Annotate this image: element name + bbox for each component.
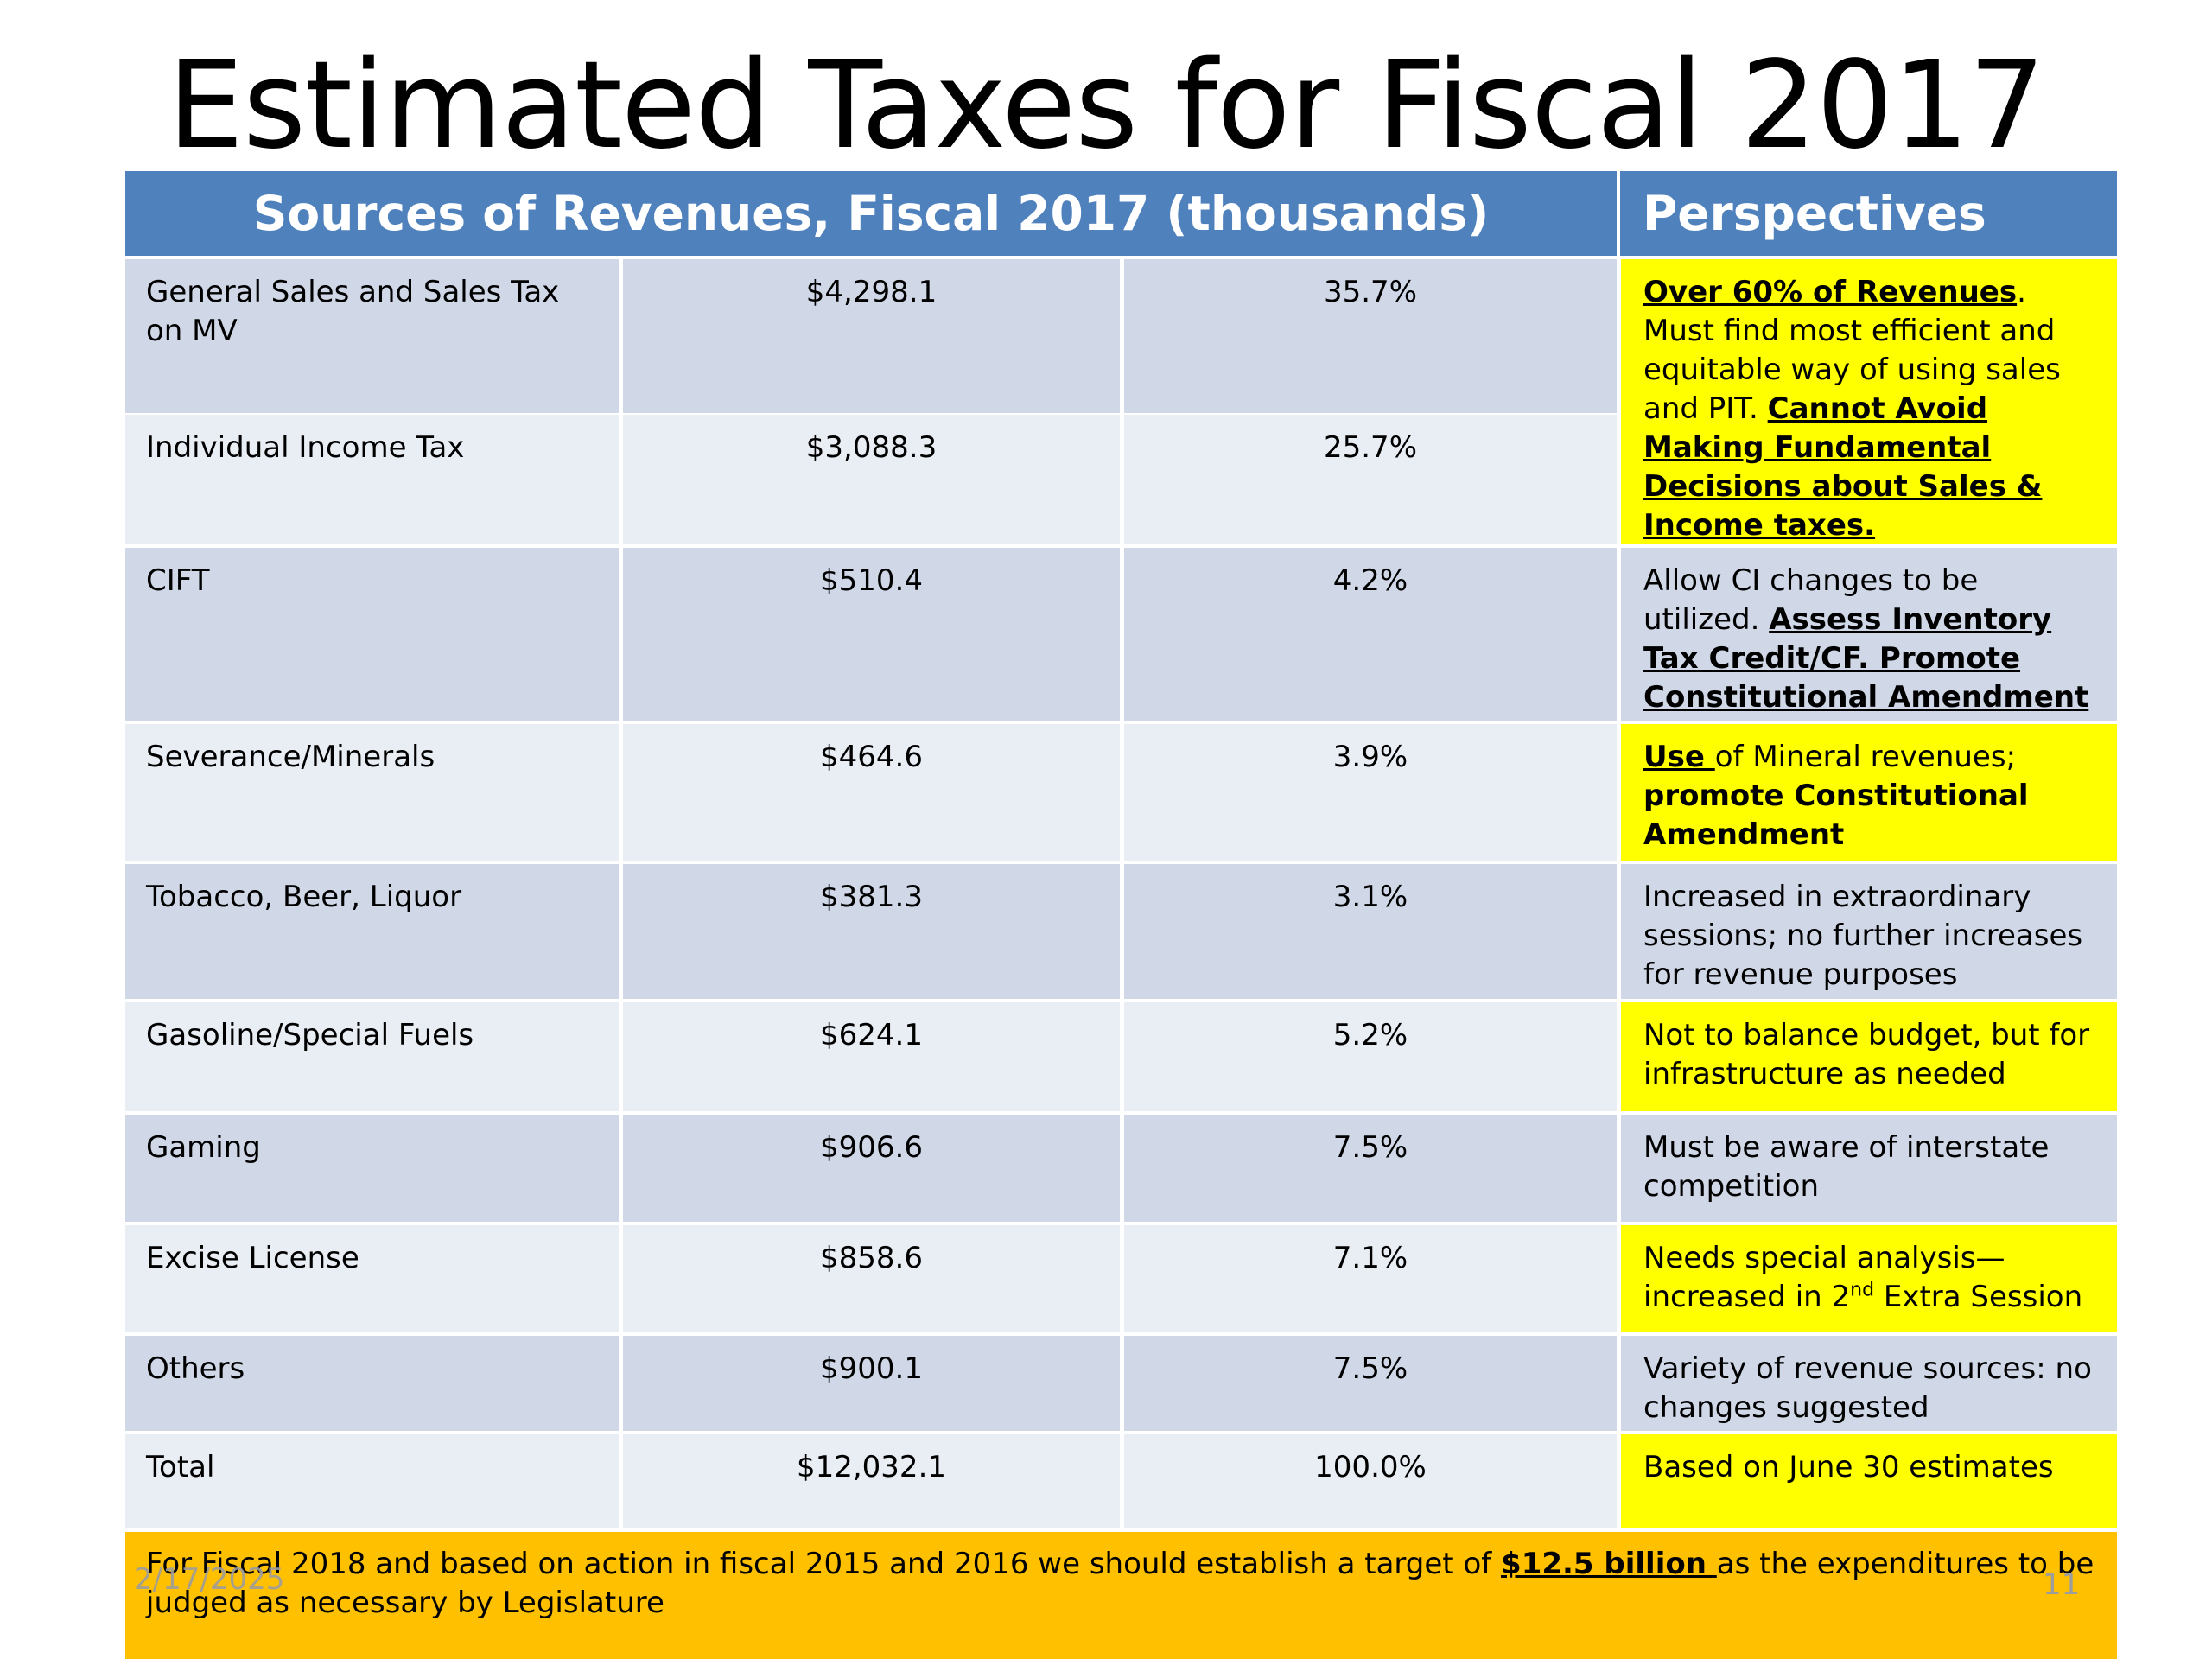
source-cell: Gaming — [125, 1115, 619, 1222]
table-row: Gasoline/Special Fuels $624.1 5.2% Not t… — [125, 1002, 2117, 1111]
source-cell: Total — [125, 1434, 619, 1528]
percent-cell: 35.7% — [1124, 259, 1617, 413]
table-row: CIFT $510.4 4.2% Allow CI changes to be … — [125, 548, 2117, 721]
perspective-emphasis: Over 60% of Revenues — [1643, 275, 2018, 309]
perspective-text: Extra Session — [1874, 1280, 2083, 1314]
amount-cell: $900.1 — [623, 1336, 1120, 1431]
perspective-cift: Allow CI changes to be utilized. Assess … — [1621, 548, 2117, 721]
table-header-perspectives: Perspectives — [1620, 171, 2117, 256]
perspective-emphasis: Assess Inventory Tax Credit/CF. Promote … — [1643, 602, 2089, 715]
table-row: Total $12,032.1 100.0% Based on June 30 … — [125, 1434, 2117, 1528]
table-row: Tobacco, Beer, Liquor $381.3 3.1% Increa… — [125, 864, 2117, 999]
table-row: Others $900.1 7.5% Variety of revenue so… — [125, 1336, 2117, 1431]
source-cell: Tobacco, Beer, Liquor — [125, 864, 619, 999]
perspective-emphasis: Cannot Avoid Making Fundamental Decision… — [1643, 391, 2043, 543]
percent-cell: 100.0% — [1124, 1434, 1617, 1528]
perspective-excise: Needs special analysis—increased in 2nd … — [1621, 1225, 2117, 1332]
table-row: General Sales and Sales Tax on MV $4,298… — [125, 259, 2117, 413]
footer-note: For Fiscal 2018 and based on action in f… — [125, 1532, 2117, 1659]
amount-cell: $906.6 — [623, 1115, 1120, 1222]
perspective-sales-income: Over 60% of Revenues. Must find most eff… — [1621, 259, 2117, 544]
table-row: Individual Income Tax $3,088.3 25.7% — [125, 415, 2117, 544]
perspective-gaming: Must be aware of interstate competition — [1621, 1115, 2117, 1222]
source-cell: General Sales and Sales Tax on MV — [125, 259, 619, 413]
source-cell: CIFT — [125, 548, 619, 721]
perspective-text: . Must find most efficient and equitable… — [1643, 275, 2061, 426]
source-cell: Individual Income Tax — [125, 415, 619, 544]
amount-cell: $4,298.1 — [623, 259, 1120, 413]
source-cell: Gasoline/Special Fuels — [125, 1002, 619, 1111]
amount-cell: $3,088.3 — [623, 415, 1120, 544]
footer-text: as the expenditures to be judged as nece… — [146, 1547, 2094, 1620]
source-cell: Excise License — [125, 1225, 619, 1332]
amount-cell: $858.6 — [623, 1225, 1120, 1332]
perspective-text: Allow CI changes to be utilized. — [1643, 563, 1979, 637]
amount-cell: $510.4 — [623, 548, 1120, 721]
perspective-tobacco: Increased in extraordinary sessions; no … — [1621, 864, 2117, 999]
percent-cell: 5.2% — [1124, 1002, 1617, 1111]
perspective-severance: Use of Mineral revenues; promote Constit… — [1621, 724, 2117, 861]
percent-cell: 25.7% — [1124, 415, 1617, 544]
table-row: Excise License $858.6 7.1% Needs special… — [125, 1225, 2117, 1332]
percent-cell: 7.5% — [1124, 1336, 1617, 1431]
perspective-text: of Mineral revenues; — [1714, 740, 2017, 774]
amount-cell: $624.1 — [623, 1002, 1120, 1111]
footer-target-amount: $12.5 billion — [1501, 1547, 1717, 1581]
perspective-total: Based on June 30 estimates — [1621, 1434, 2117, 1528]
percent-cell: 3.1% — [1124, 864, 1617, 999]
ordinal-suffix: nd — [1850, 1279, 1875, 1301]
table-row: Severance/Minerals $464.6 3.9% Use of Mi… — [125, 724, 2117, 861]
revenue-table: Sources of Revenues, Fiscal 2017 (thousa… — [125, 171, 2117, 1659]
percent-cell: 4.2% — [1124, 548, 1617, 721]
perspective-text: Needs special analysis—increased in 2 — [1643, 1241, 2005, 1314]
perspective-emphasis: promote Constitutional Amendment — [1643, 779, 2029, 852]
slide-title: Estimated Taxes for Fiscal 2017 — [167, 35, 2046, 176]
table-row: Gaming $906.6 7.5% Must be aware of inte… — [125, 1115, 2117, 1222]
amount-cell: $464.6 — [623, 724, 1120, 861]
percent-cell: 7.1% — [1124, 1225, 1617, 1332]
amount-cell: $12,032.1 — [623, 1434, 1120, 1528]
slide-date: 2/17/2025 — [134, 1562, 285, 1597]
footer-text: For Fiscal 2018 and based on action in f… — [146, 1547, 1502, 1581]
percent-cell: 7.5% — [1124, 1115, 1617, 1222]
source-cell: Severance/Minerals — [125, 724, 619, 861]
percent-cell: 3.9% — [1124, 724, 1617, 861]
perspective-others: Variety of revenue sources: no changes s… — [1621, 1336, 2117, 1431]
slide-page-number: 11 — [2043, 1567, 2081, 1602]
perspectives-header-label: Perspectives — [1643, 186, 1986, 241]
source-cell: Others — [125, 1336, 619, 1431]
table-header-sources: Sources of Revenues, Fiscal 2017 (thousa… — [125, 171, 1617, 256]
perspective-emphasis: Use — [1643, 740, 1715, 774]
perspective-gasoline: Not to balance budget, but for infrastru… — [1621, 1002, 2117, 1111]
amount-cell: $381.3 — [623, 864, 1120, 999]
